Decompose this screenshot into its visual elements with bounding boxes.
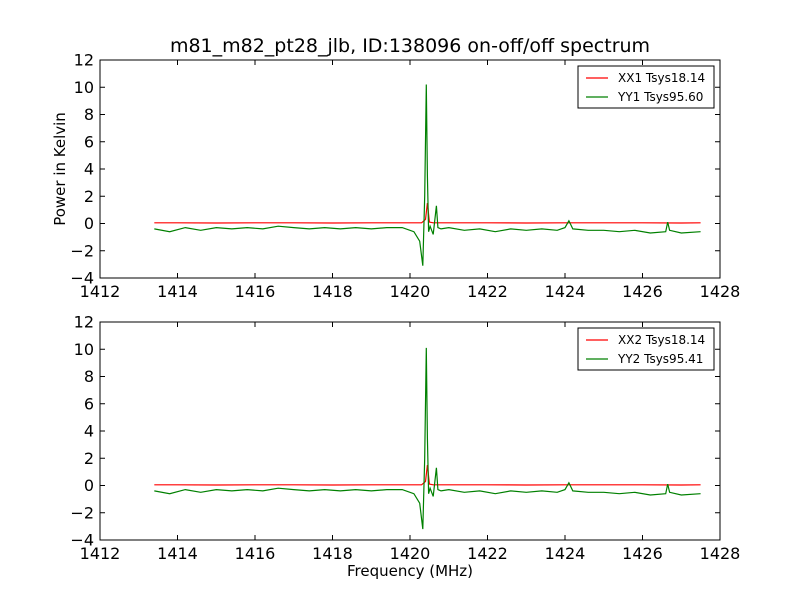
legend-label-1: XX2 Tsys18.14 — [618, 333, 705, 347]
panels: 1412 1414 1416 1418 1420 1422 1424 1426 1428 −4 −2… — [70, 51, 740, 564]
y-tick-label: 0 — [84, 476, 94, 495]
legend-label-2: YY2 Tsys95.41 — [617, 352, 703, 366]
chart-panel-1: 1412 1414 1416 1418 1420 1422 1424 1426 1428 −4 −2… — [70, 51, 740, 302]
x-tick-label: 1418 — [312, 282, 353, 301]
chart-panel-2: 1412 1414 1416 1418 1420 1422 1424 1426 1428 −4 −2… — [70, 313, 740, 564]
x-tick-label: 1420 — [390, 544, 431, 563]
y-tick-label: 4 — [84, 160, 94, 179]
legend-label-1: XX1 Tsys18.14 — [618, 71, 705, 85]
x-tick-label: 1422 — [467, 544, 508, 563]
y-tick-label: −2 — [70, 241, 94, 260]
legend-box — [577, 327, 715, 371]
x-tick-label: 1412 — [80, 282, 121, 301]
x-tick-label: 1424 — [545, 282, 586, 301]
y-tick-label: 0 — [84, 214, 94, 233]
y-tick-label: 8 — [84, 367, 94, 386]
y-axis-label: Power in Kelvin — [51, 112, 69, 226]
legend-label-2: YY1 Tsys95.60 — [617, 90, 703, 104]
x-tick-label: 1420 — [390, 282, 431, 301]
y-tick-label: −4 — [70, 269, 94, 288]
series-group — [154, 84, 701, 266]
y-tick-label: 10 — [74, 78, 94, 97]
series-line-2 — [154, 84, 701, 266]
legend-box — [577, 65, 715, 109]
x-tick-label: 1422 — [467, 282, 508, 301]
y-tick-label: 2 — [84, 187, 94, 206]
y-tick-label: −2 — [70, 503, 94, 522]
x-axis-label: Frequency (MHz) — [347, 562, 473, 580]
x-tick-label: 1418 — [312, 544, 353, 563]
x-tick-label: 1412 — [80, 544, 121, 563]
y-tick-label: 6 — [84, 132, 94, 151]
x-tick-label: 1426 — [622, 544, 663, 563]
series-line-2 — [154, 347, 701, 530]
y-tick-label: 12 — [74, 313, 94, 332]
legend: XX1 Tsys18.14 YY1 Tsys95.60 — [577, 65, 715, 109]
y-tick-label: 8 — [84, 105, 94, 124]
legend: XX2 Tsys18.14 YY2 Tsys95.41 — [577, 327, 715, 371]
y-tick-label: 4 — [84, 422, 94, 441]
series-group — [154, 347, 701, 530]
x-tick-label: 1416 — [235, 282, 276, 301]
x-tick-label: 1428 — [700, 282, 741, 301]
y-tick-label: 12 — [74, 51, 94, 70]
x-tick-label: 1416 — [235, 544, 276, 563]
x-tick-label: 1428 — [700, 544, 741, 563]
x-tick-label: 1414 — [157, 544, 198, 563]
figure-title: m81_m82_pt28_jlb, ID:138096 on-off/off s… — [170, 35, 650, 57]
y-tick-label: 10 — [74, 340, 94, 359]
y-tick-label: −4 — [70, 531, 94, 550]
x-tick-label: 1426 — [622, 282, 663, 301]
y-tick-label: 2 — [84, 449, 94, 468]
y-tick-label: 6 — [84, 394, 94, 413]
x-tick-label: 1414 — [157, 282, 198, 301]
x-tick-label: 1424 — [545, 544, 586, 563]
